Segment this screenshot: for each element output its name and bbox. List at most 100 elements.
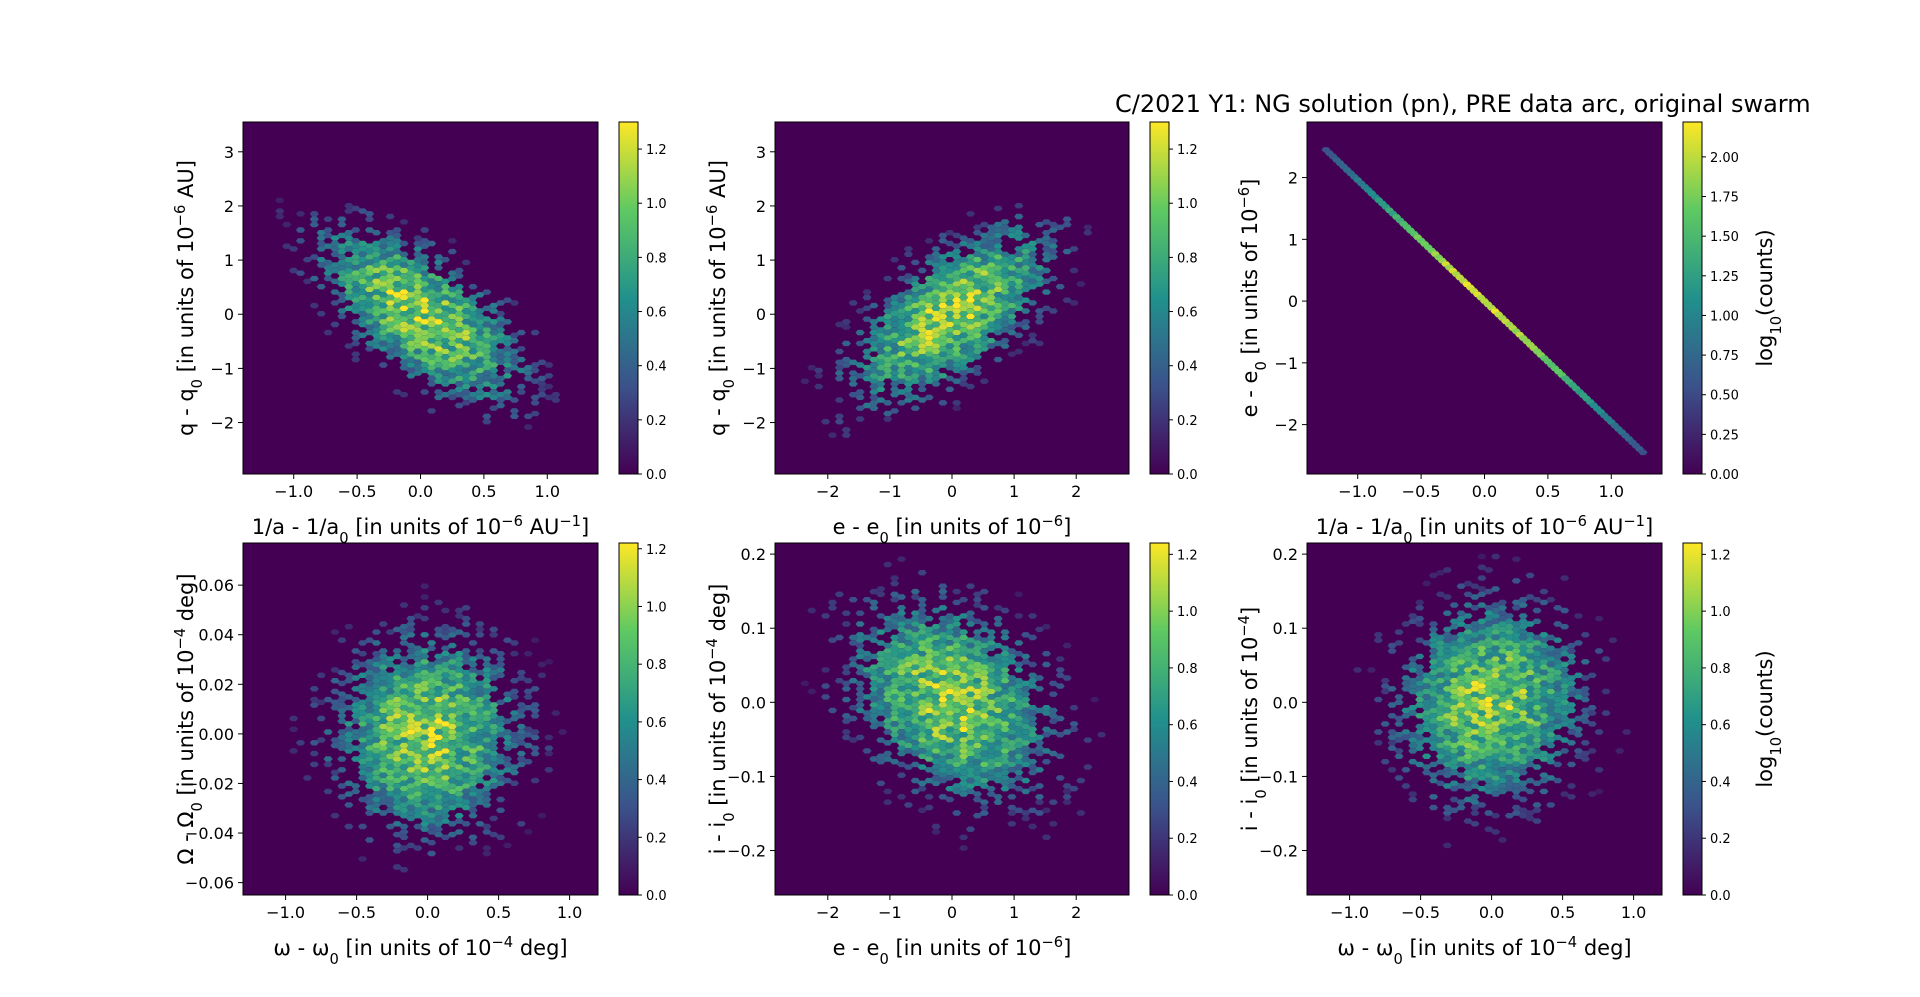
hexbin-cell [993,686,1003,692]
hexbin-cell [945,688,955,695]
hexbin-cell [447,664,457,670]
hexbin-cell [890,305,900,311]
hexbin-cell [910,621,920,627]
hexbin-cell [427,721,437,727]
hexbin-cell [1573,726,1583,732]
colorbar-tick-label: 1.50 [1710,230,1739,245]
hexbin-cell [827,707,838,714]
hexbin-cell [351,292,361,298]
hexbin-cell [979,292,989,298]
hexbin-cell [468,753,478,759]
hexbin-cell [461,756,471,762]
hexbin-cell [1000,683,1010,689]
hexbin-cell [1000,710,1010,716]
hexbin-cell [433,696,444,703]
hexbin-cell [986,645,996,651]
hexbin-cell [1028,332,1038,338]
hexbin-cell [924,664,934,670]
hexbin-cell [869,394,879,401]
hexbin-cell [965,281,976,287]
hexbin-cell [378,621,388,627]
hexbin-cell [323,232,333,239]
hexbin-cell [924,750,934,757]
hexbin-cell [364,313,375,320]
hexbin-cell [993,270,1003,276]
x-tick-label: −0.5 [1401,903,1440,922]
hexbin-cell [447,691,457,697]
hexbin-cell [938,702,948,708]
hexbin-cell [427,683,437,689]
hexbin-cell [1415,605,1425,611]
hexbin-cell [461,389,471,395]
hexbin-cell [399,694,409,700]
hexbin-cell [433,702,444,708]
hexbin-cell [1034,270,1045,276]
hexbin-cell [406,707,416,714]
hexbin-cell [295,270,306,276]
hexbin-cell [965,270,976,276]
hexbin-cell [1580,756,1590,762]
hexbin-cell [1422,710,1432,716]
hexbin-cell [482,419,492,425]
colorbar-tick-label: 1.2 [646,143,667,158]
colorbar-label: log10(counts) [1753,650,1785,787]
hexbin-cell [869,707,879,714]
hexbin-cell [869,329,879,336]
hexbin-cell [931,688,941,695]
hexbin-cell [406,691,416,697]
hexbin-cell [1000,715,1010,722]
hexbin-cell [1539,718,1549,724]
hexbin-cell [959,640,969,646]
hexbin-cell [965,297,976,303]
hexbin-cell [938,761,948,768]
hexbin-cell [1525,653,1535,660]
hexbin-cell [1007,227,1017,233]
hexbin-cell [890,597,900,603]
hexbin-cell [440,807,450,813]
hexbin-cell [344,235,354,241]
hexbin-cell [1573,640,1583,646]
hexbin-cell [910,373,920,379]
hexbin-cell [910,610,920,616]
hexbin-cell [972,715,982,722]
hexbin-cell [413,289,423,295]
hexbin-cell [461,308,471,314]
hexbin-cell [399,867,409,873]
hexbin-cell [399,392,409,398]
hexbin-cell [959,791,969,797]
hexbin-cell [1463,640,1473,646]
hexbin-cell [371,661,381,668]
hexbin-cell [1449,732,1459,738]
hexbin-cell [1560,710,1570,716]
hexbin-cell [924,351,934,357]
hexbin-cell [979,767,989,773]
hexbin-cell [1415,691,1425,697]
hexbin-cell [385,311,395,317]
hexbin-cell [440,748,450,754]
hexbin-cell [993,761,1003,768]
hexbin-cell [896,319,907,325]
hexbin-cell [1353,667,1363,673]
hexbin-cell [454,694,464,700]
hexbin-cell [399,742,409,749]
hexbin-cell [938,767,948,773]
hexbin-cell [979,783,989,789]
hexbin-cell [1021,702,1031,708]
hexbin-cell [883,297,893,303]
hexbin-cell [309,221,319,228]
hexbin-cell [371,775,381,781]
hexbin-cell [489,772,499,778]
hexbin-cell [1525,745,1535,751]
hexbin-cell [440,672,450,678]
hexbin-cell [903,710,913,716]
hexbin-cell [461,691,471,697]
hexbin-cell [945,289,955,295]
hexbin-cell [959,721,969,727]
hexbin-cell [1477,748,1487,754]
hexbin-cell [406,335,416,341]
hexbin-cell [420,292,430,298]
hexbin-cell [965,761,976,768]
hexbin-cell [972,737,982,743]
hexbin-cell [475,378,485,384]
hexbin-cell [406,265,416,271]
